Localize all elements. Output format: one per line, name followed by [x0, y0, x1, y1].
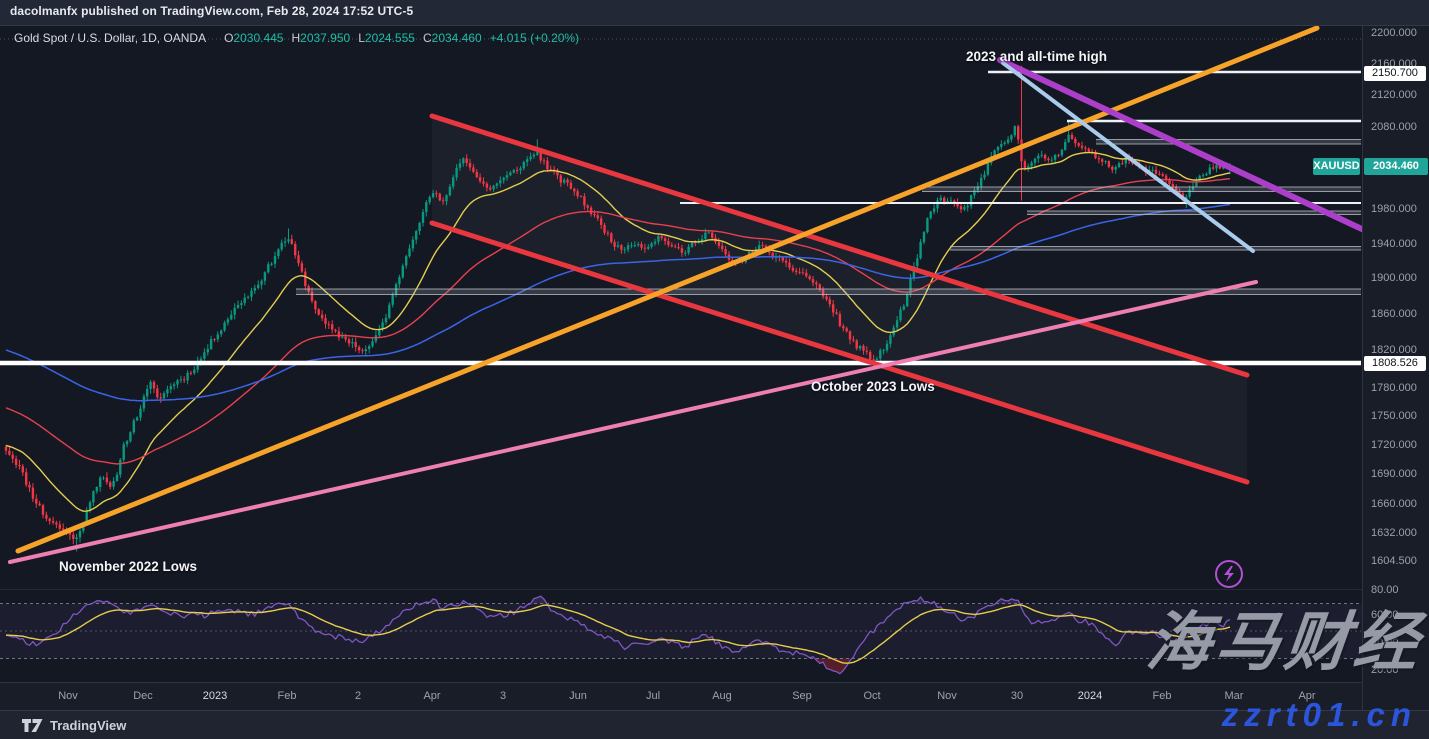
last-price-label: 2034.460 — [1364, 157, 1428, 175]
price-tick-label: 2120.000 — [1371, 89, 1417, 102]
open-value: 2030.445 — [233, 31, 284, 45]
close-value: 2034.460 — [431, 31, 482, 45]
time-tick-label: 3 — [499, 690, 507, 702]
time-tick-label: 2023 — [202, 690, 228, 702]
tradingview-logo-icon — [22, 718, 43, 733]
time-tick-label: Apr — [423, 690, 441, 702]
rsi-tick-label: 80.00 — [1371, 584, 1399, 596]
price-tick-label: 1900.000 — [1371, 272, 1417, 285]
time-tick-label: Oct — [863, 690, 881, 702]
price-level-label-1808.526: 1808.526 — [1364, 355, 1426, 371]
tradingview-brand[interactable]: TradingView — [22, 718, 126, 733]
high-value: 2037.950 — [300, 31, 351, 45]
price-tick-label: 1660.000 — [1371, 498, 1417, 511]
trendline-lightblue-resistance — [1001, 61, 1255, 253]
change-value: +4.015 (+0.20%) — [489, 31, 580, 45]
candlestick-chart — [0, 25, 1362, 588]
trendline-pink-support — [8, 280, 1258, 564]
time-axis[interactable]: Nov Dec 2023 Feb 2 Apr 3 Jun Jul Aug Sep Oct Nov 30 20… — [0, 682, 1362, 711]
time-tick-label: 30 — [1010, 690, 1024, 702]
footer-bar: TradingView — [0, 710, 1429, 739]
trendline-channel-top — [429, 113, 1250, 378]
symbol-legend: Gold Spot / U.S. Dollar, 1D, OANDA O2030.… — [14, 31, 579, 45]
trendline-channel-bottom — [429, 220, 1250, 485]
time-tick-label: Mar — [1224, 690, 1244, 702]
price-tick-label: 1750.000 — [1371, 410, 1417, 423]
rsi-indicator-chart — [0, 595, 1362, 675]
price-level-label-2150.700: 2150.700 — [1364, 65, 1426, 81]
symbol-title: Gold Spot / U.S. Dollar, 1D, OANDA — [14, 31, 207, 45]
time-tick-label: Apr — [1298, 690, 1316, 702]
trendline-orange-support — [15, 25, 1320, 554]
time-tick-label: Feb — [277, 690, 297, 702]
price-tick-label: 1780.000 — [1371, 381, 1417, 394]
annotation-ath: 2023 and all-time high — [966, 49, 1108, 64]
price-tick-label: 1604.500 — [1371, 555, 1417, 568]
annotation-november-2022-lows: November 2022 Lows — [59, 559, 198, 574]
watermark-chinese: 海马财经 — [1143, 606, 1427, 678]
rsi-pane — [0, 589, 1362, 683]
low-value: 2024.555 — [364, 31, 415, 45]
price-tick-label: 1820.000 — [1371, 344, 1417, 357]
published-text: dacolmanfx published on TradingView.com,… — [10, 4, 414, 18]
close-label: C — [422, 31, 432, 45]
tradingview-brand-text: TradingView — [50, 718, 127, 733]
time-tick-label: 2024 — [1077, 690, 1103, 702]
price-pane — [0, 25, 1362, 589]
rsi-tick-label: 40.00 — [1371, 636, 1399, 649]
time-tick-label: Jul — [645, 690, 661, 702]
watermark-url: zzrt01.cn — [1221, 696, 1417, 733]
time-tick-label: Dec — [133, 690, 153, 702]
rsi-tick-label: 20.00 — [1371, 664, 1399, 677]
symbol-badge: XAUUSD — [1313, 157, 1360, 175]
time-tick-label: Nov — [937, 690, 957, 702]
time-tick-label: 2 — [354, 690, 362, 702]
rsi-tick-label: 60.00 — [1371, 609, 1399, 622]
time-tick-label: Jun — [569, 690, 587, 702]
time-tick-label: Feb — [1152, 690, 1172, 702]
price-tick-label: 1860.000 — [1371, 308, 1417, 321]
open-label: O — [224, 31, 234, 45]
price-tick-label: 2080.000 — [1371, 120, 1417, 133]
price-tick-label: 1940.000 — [1371, 237, 1417, 250]
time-tick-label: Aug — [712, 690, 732, 702]
low-label: L — [358, 31, 365, 45]
time-tick-label: Sep — [792, 690, 812, 702]
time-tick-label: Nov — [58, 690, 78, 702]
high-label: H — [291, 31, 301, 45]
price-tick-label: 1690.000 — [1371, 468, 1417, 481]
price-tick-label: 1720.000 — [1371, 438, 1417, 451]
price-axis[interactable]: 2150.700 1808.526 2034.460 2200.000 2160.… — [1362, 25, 1429, 710]
trendline-purple-resistance — [997, 57, 1362, 233]
lightning-button[interactable] — [1215, 560, 1243, 588]
published-bar: dacolmanfx published on TradingView.com,… — [0, 0, 1429, 26]
price-tick-label: 1980.000 — [1371, 203, 1417, 216]
price-tick-label: 2200.000 — [1371, 27, 1417, 40]
price-tick-label: 1632.000 — [1371, 526, 1417, 539]
annotation-october-2023-lows: October 2023 Lows — [811, 379, 935, 394]
